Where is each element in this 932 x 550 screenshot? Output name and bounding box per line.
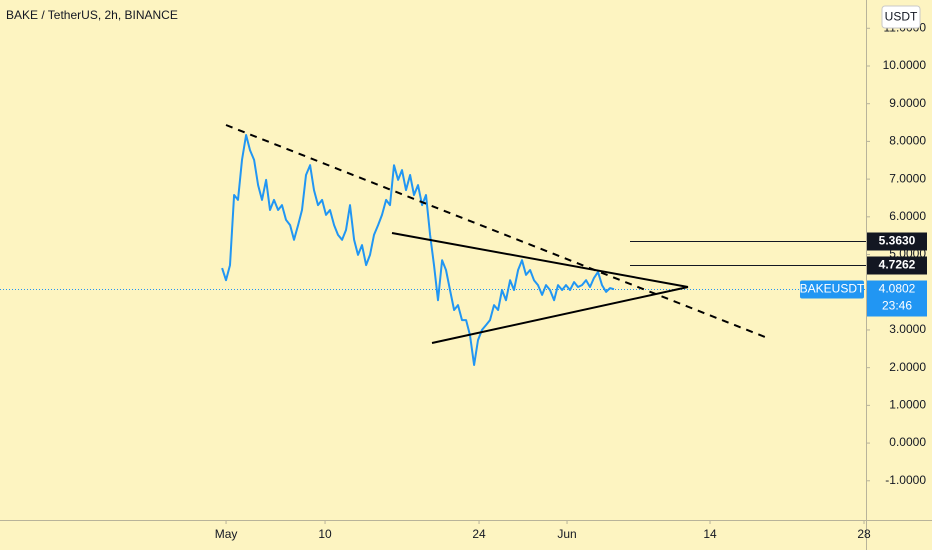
price-level-box (867, 232, 927, 251)
x-tick-label: 14 (703, 527, 717, 541)
currency-button[interactable] (881, 5, 921, 29)
countdown: 23:46 (882, 299, 912, 313)
y-tick-label: 7.0000 (889, 171, 926, 185)
x-tick-label: 28 (857, 527, 871, 541)
axis: -1.00000.00001.00002.00003.00004.00005.0… (215, 20, 927, 541)
y-tick-label: 0.0000 (889, 435, 926, 449)
price-level-label: 5.3630 (879, 234, 916, 248)
x-tick-label: 10 (318, 527, 332, 541)
symbol-box (800, 280, 864, 299)
y-tick-label: 2.0000 (889, 360, 926, 374)
y-tick-label: 1.0000 (889, 398, 926, 412)
y-tick-label: 10.0000 (883, 58, 927, 72)
currency-label[interactable]: USDT (885, 10, 918, 24)
y-tick-label: -1.0000 (885, 473, 926, 487)
symbol-label: BAKEUSDT (800, 282, 865, 296)
y-tick-label: 8.0000 (889, 134, 926, 148)
price-level-label: 4.7262 (879, 258, 916, 272)
lower-trendline (431, 286, 689, 344)
last-price-label: 4.0802 (879, 282, 916, 296)
price-level-box (867, 256, 927, 275)
last-price-box (867, 280, 927, 317)
upper-trendline (391, 232, 689, 288)
chart-title: BAKE / TetherUS, 2h, BINANCE (6, 8, 178, 22)
x-tick-label: May (215, 527, 238, 541)
y-tick-label: 6.0000 (889, 209, 926, 223)
dashed-trendline (225, 124, 766, 338)
x-tick-label: Jun (557, 527, 576, 541)
y-tick-label: 3.0000 (889, 322, 926, 336)
plot (0, 134, 866, 366)
y-tick-label: 9.0000 (889, 96, 926, 110)
x-tick-label: 24 (472, 527, 486, 541)
price-line (221, 134, 615, 366)
